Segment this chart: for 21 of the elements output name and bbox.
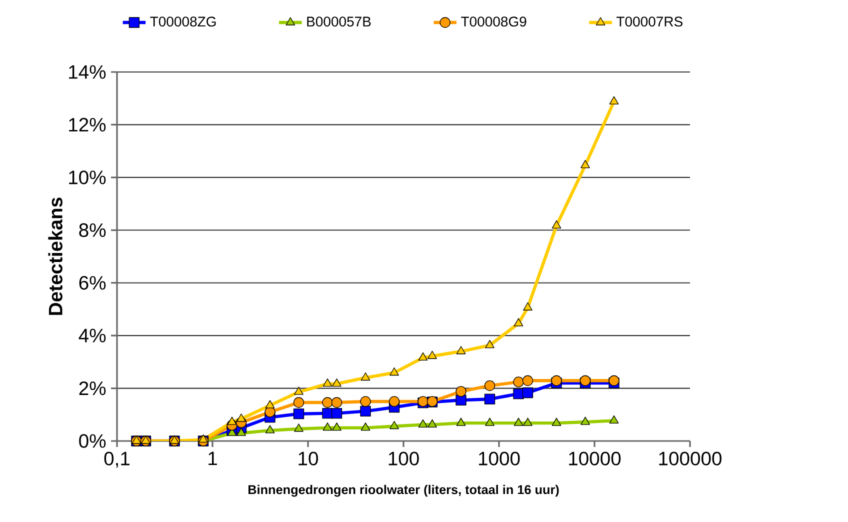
y-tick-label: 4% bbox=[78, 328, 106, 342]
x-tick-label: 0,1 bbox=[104, 452, 130, 468]
legend-label: B000057B bbox=[307, 16, 371, 27]
x-tick-label: 10 bbox=[298, 452, 318, 466]
y-tick-label: 0% bbox=[79, 434, 106, 448]
y-axis-title: Detectiekans bbox=[48, 198, 62, 315]
x-tick-label: 1000 bbox=[478, 452, 520, 466]
y-tick-label: 14% bbox=[69, 65, 106, 79]
legend-label: T00008G9 bbox=[461, 16, 526, 27]
x-tick-label: 1 bbox=[208, 452, 217, 466]
x-tick-label: 100 bbox=[388, 452, 419, 466]
y-tick-label: 10% bbox=[69, 170, 106, 184]
y-tick-label: 2% bbox=[79, 381, 106, 396]
y-tick-label: 6% bbox=[79, 276, 106, 290]
legend-label: T00007RS bbox=[616, 16, 682, 27]
y-tick-label: 8% bbox=[79, 223, 106, 237]
legend-label: T00008ZG bbox=[150, 16, 216, 27]
y-tick-label: 12% bbox=[69, 118, 106, 132]
x-axis-title: Binnengedrongen rioolwater (liters, totaal in 16 uur) bbox=[248, 484, 559, 497]
x-tick-label: 100000 bbox=[659, 452, 722, 466]
x-tick-label: 10000 bbox=[569, 452, 621, 466]
